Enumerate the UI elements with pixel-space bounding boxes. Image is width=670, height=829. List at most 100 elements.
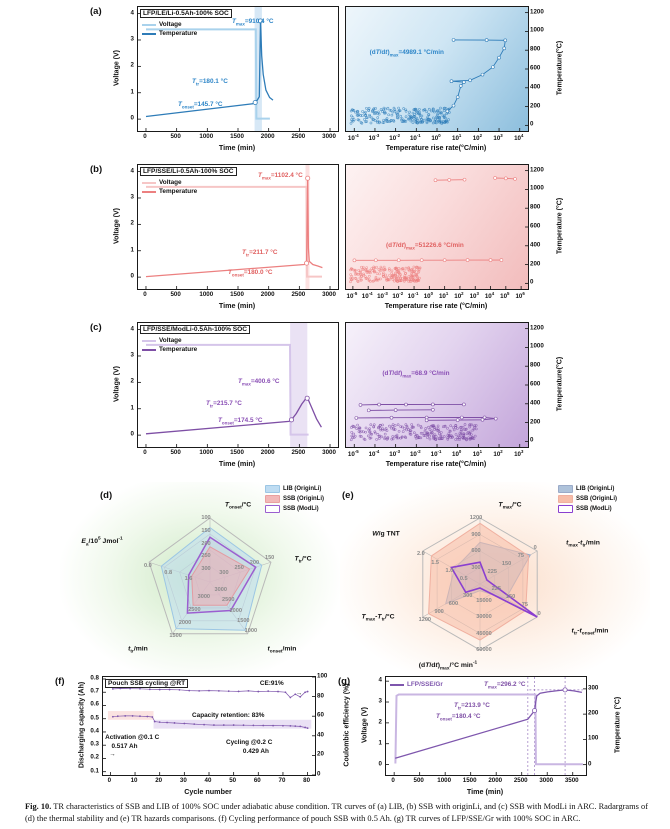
annotation: 0.517 Ah — [111, 742, 138, 750]
scatter-point — [404, 276, 408, 280]
scatter-point — [457, 434, 460, 438]
scatter-point — [388, 424, 391, 428]
radar-tick-label: 200 — [201, 540, 211, 547]
scatter-point — [392, 427, 396, 430]
scatter-point — [397, 106, 400, 110]
scatter-point — [425, 431, 429, 435]
right-tick-label: 80 — [317, 692, 324, 700]
x-tick-label: 2000 — [488, 777, 503, 784]
key-marker — [288, 417, 294, 423]
right-tick-label: 200 — [530, 260, 541, 268]
scatter-point — [428, 434, 431, 438]
right-tick-label: 800 — [530, 361, 541, 369]
scatter-point — [416, 423, 420, 427]
data-point — [222, 724, 225, 726]
right-y-axis-label-text: Temperature(°C) — [556, 356, 563, 412]
scatter-point — [407, 117, 411, 121]
scatter-point — [367, 109, 370, 112]
trace-marker — [493, 176, 497, 180]
scatter-point — [460, 432, 464, 436]
legend-label: LIB (OriginLi) — [283, 486, 322, 492]
data-point — [198, 690, 201, 692]
radar-tick-label: 600 — [448, 600, 459, 607]
scatter-point — [386, 106, 390, 110]
series-trace — [446, 39, 506, 112]
plot-legend: Voltage Temperature — [142, 178, 197, 196]
scatter-point — [425, 121, 429, 125]
scatter-point — [432, 434, 435, 438]
radar-tick-label: 1.6 — [184, 576, 193, 583]
scatter-point — [350, 108, 354, 111]
scatter-point — [383, 110, 386, 114]
x-tick-label: 101 — [438, 291, 449, 301]
x-tick-label: 10 — [130, 777, 138, 784]
scatter-point — [437, 119, 441, 123]
legend-label: Temperature — [159, 30, 198, 37]
scatter-point — [357, 273, 360, 276]
scatter-point — [414, 107, 418, 111]
right-tick-label: 40 — [317, 731, 324, 739]
radar-tick-label: 150 — [201, 527, 211, 534]
scatter-point — [357, 118, 361, 122]
legend-item: Voltage — [142, 20, 197, 29]
scatter-point — [440, 437, 444, 440]
x-axis-label: Temperature rise rate(°C/min) — [385, 459, 487, 468]
radar-tick-label: 150 — [264, 555, 275, 562]
highlight-band — [254, 7, 262, 131]
radar-tick-label: 1500 — [169, 633, 182, 640]
y-axis-label-b: Voltage (V) — [110, 164, 123, 288]
y-tick-label: 0 — [378, 760, 382, 768]
scatter-point — [379, 265, 383, 269]
figure-caption: Fig. 10. TR characteristics of SSB and L… — [25, 801, 648, 824]
scatter-point — [427, 425, 430, 429]
plot-canvas — [138, 7, 331, 131]
scatter-point — [418, 108, 421, 111]
x-tick-label: 10-4 — [368, 449, 380, 459]
panel-e-radar: (e) 1200 900 600 300 Tmax/°C 0 75 150 225 tmax-ttr… — [340, 482, 650, 684]
legend-swatch — [142, 190, 156, 193]
scatter-point — [365, 270, 369, 274]
trace-marker — [455, 418, 460, 422]
scatter-point — [474, 427, 478, 431]
scatter-point — [396, 436, 400, 440]
legend-item: LFP/SSE/Gr — [390, 680, 443, 689]
scatter-point — [369, 423, 373, 427]
data-point — [111, 688, 114, 690]
scatter-point — [418, 120, 422, 124]
scatter-point — [436, 424, 440, 428]
scatter-point — [469, 433, 473, 436]
legend-swatch — [142, 348, 156, 351]
radar-grid-ring — [148, 517, 272, 635]
legend-swatch — [142, 23, 156, 26]
scatter-point — [400, 118, 403, 122]
scatter-point — [374, 275, 378, 279]
legend-swatch — [265, 485, 280, 493]
scatter-point — [367, 428, 371, 432]
annotation: Tmax=910.4 °C — [232, 18, 274, 27]
x-tick-label: 500 — [413, 777, 424, 784]
scatter-point — [401, 430, 405, 433]
scatter-point — [355, 113, 359, 117]
annotation: (dT/dt)max=4989.1 °C/min — [369, 49, 444, 58]
x-tick-label: 10-1 — [430, 449, 442, 459]
scatter-point — [424, 427, 428, 430]
scatter-point — [349, 438, 353, 442]
x-tick-label: 103 — [469, 291, 479, 301]
scatter-point — [365, 266, 368, 269]
y-tick-label: 0 — [130, 430, 134, 438]
scatter-point — [413, 431, 416, 435]
scatter-point — [376, 116, 380, 119]
series-dots — [112, 688, 308, 698]
scatter-point — [422, 434, 426, 437]
scatter-point — [370, 116, 374, 120]
scatter-point — [437, 109, 441, 113]
radar-tick-label: 75 — [517, 552, 524, 559]
scatter-point — [408, 110, 411, 114]
plot-canvas — [138, 323, 331, 447]
panel-letter-e: (e) — [342, 490, 354, 501]
panel-letter-f: (f) — [55, 676, 65, 687]
scatter-point — [362, 273, 366, 277]
annotation: (dT/dt)max=68.9 °C/min — [382, 370, 450, 379]
right-tick-label: 0 — [317, 770, 321, 778]
legend-item: SSB (OriginLi) — [558, 494, 617, 504]
